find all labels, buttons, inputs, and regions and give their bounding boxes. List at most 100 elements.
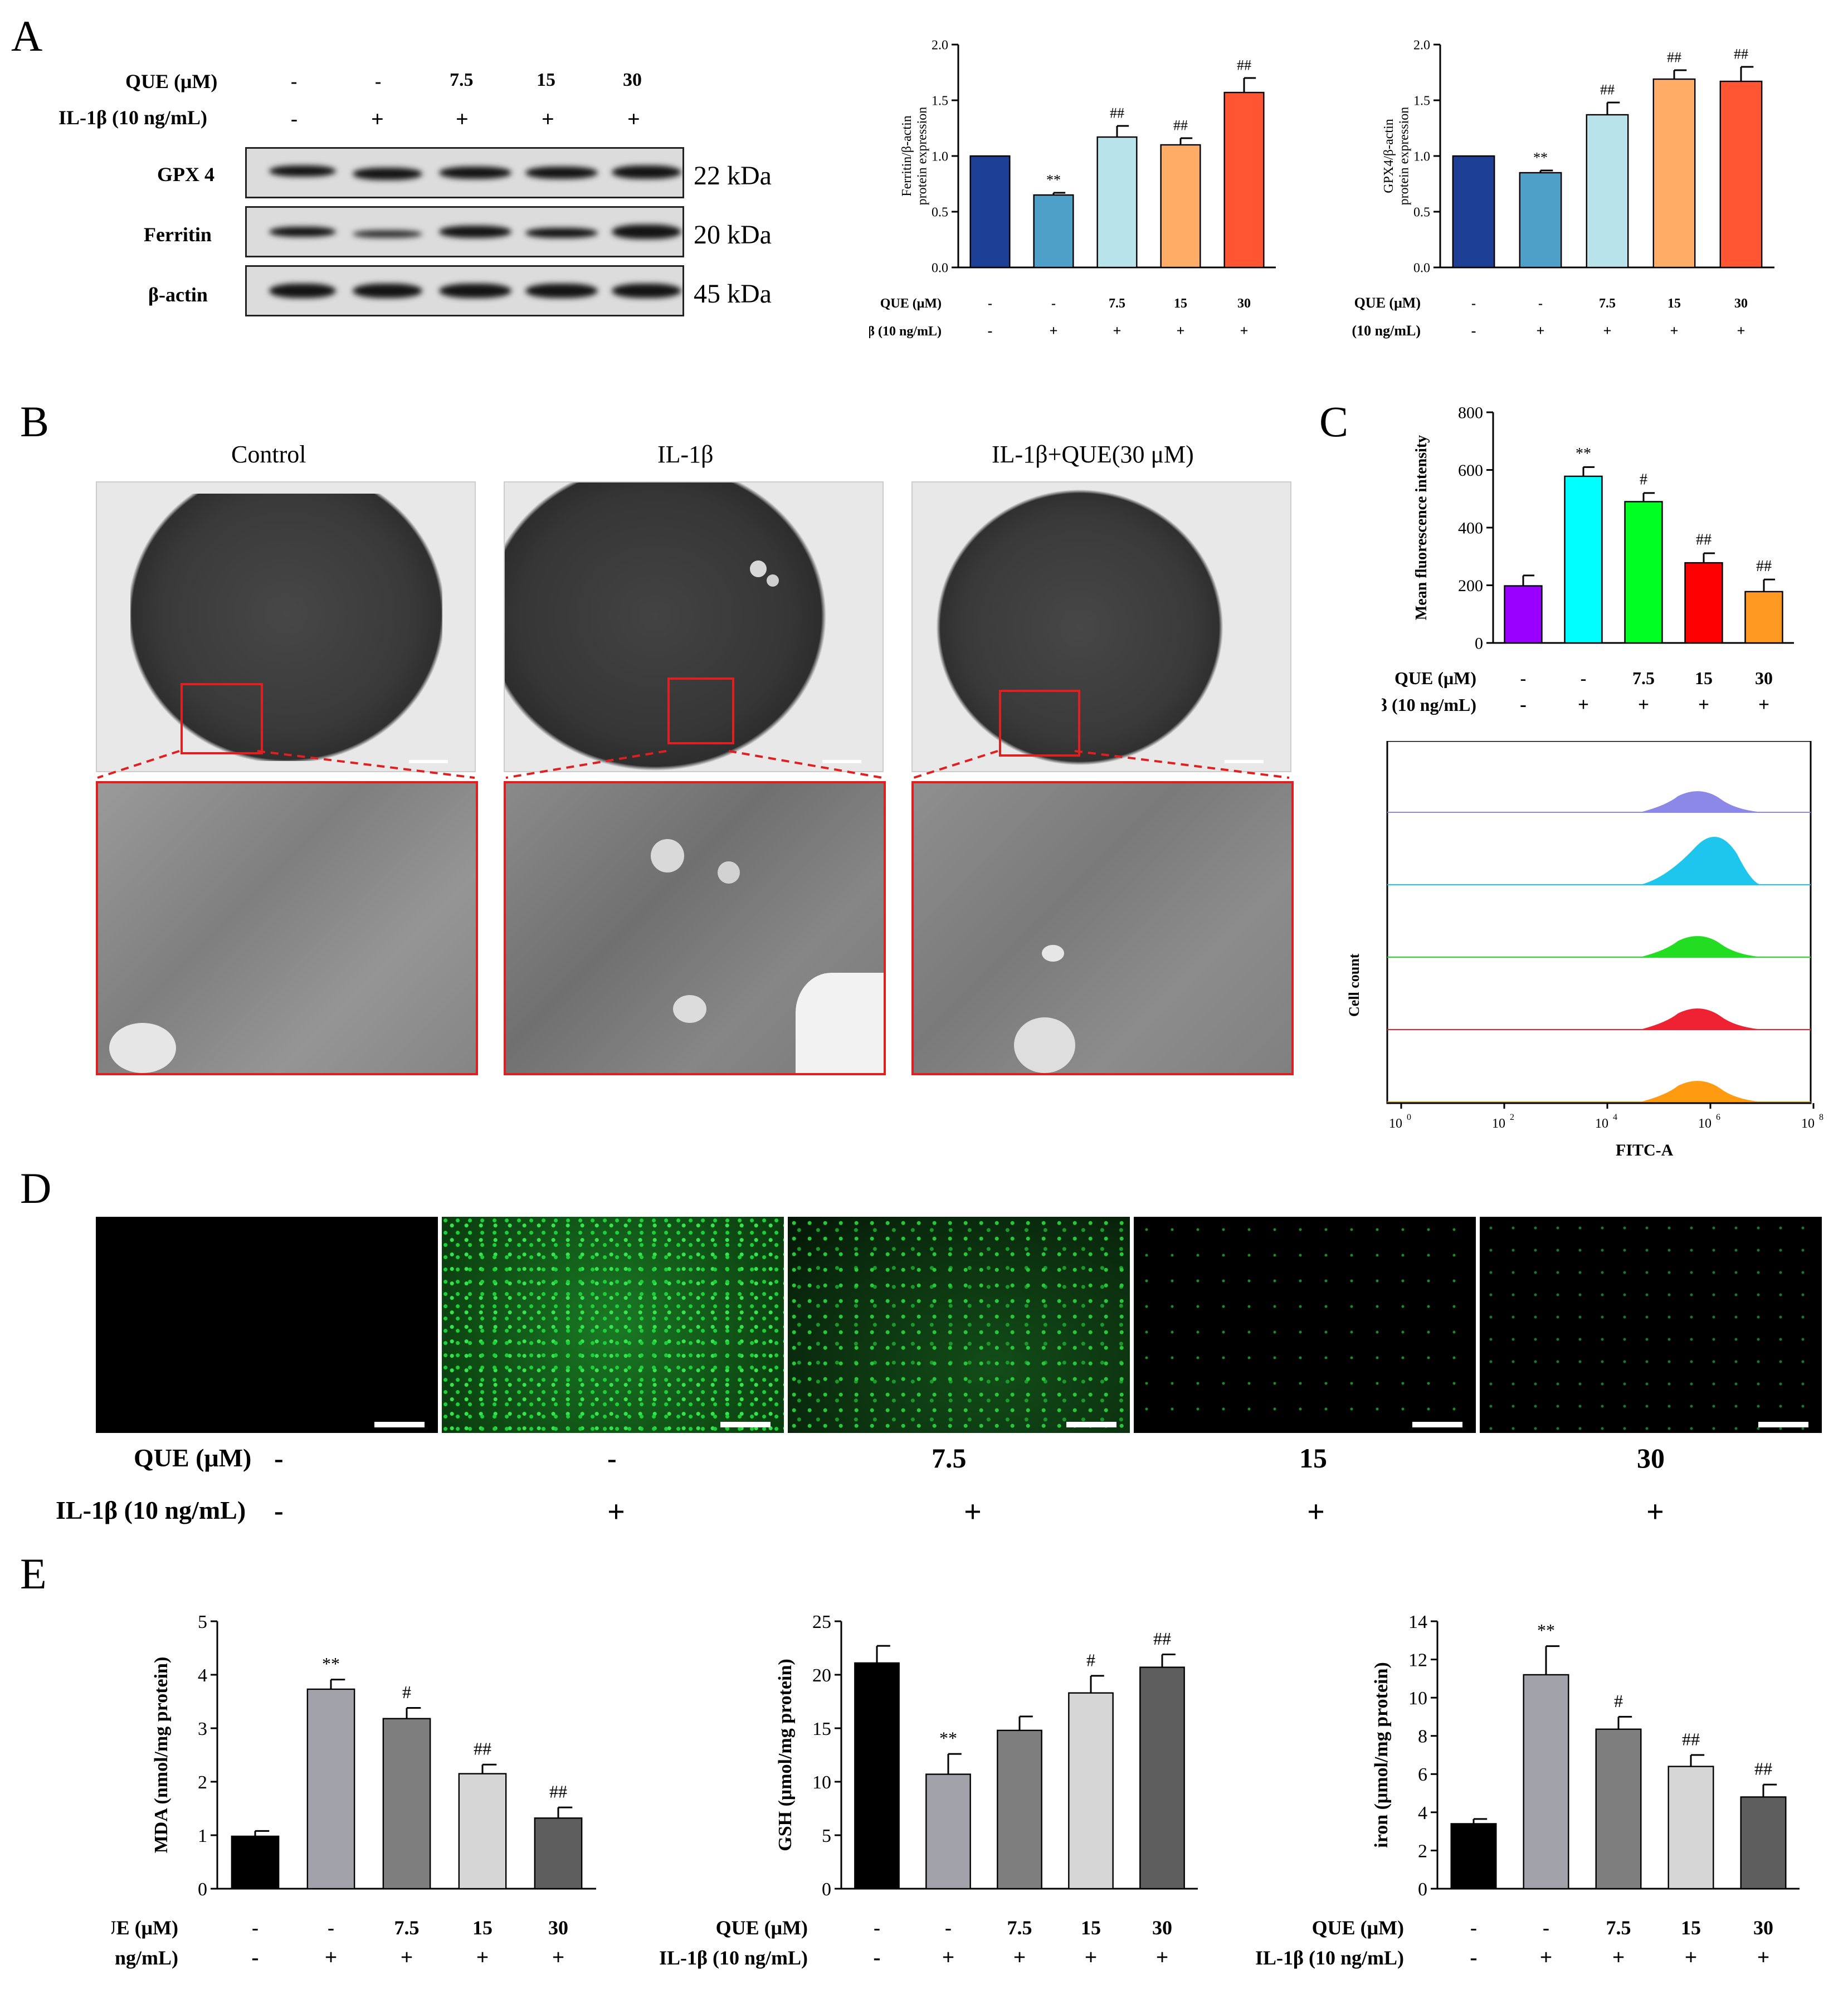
ferritin-sig-4: ##: [1237, 57, 1251, 74]
gsh-que-2: 7.5: [1007, 1917, 1032, 1939]
mfi-ylabel: Mean fluorescence intensity: [1413, 435, 1430, 620]
mda-bar-4: [534, 1817, 583, 1890]
iron-bar-3: [1667, 1766, 1714, 1890]
mda-il-1: +: [325, 1945, 338, 1969]
gsh-sig-1: **: [939, 1728, 957, 1748]
gpx4-que-4: 30: [1734, 296, 1748, 311]
ferritin-il-3: +: [1176, 322, 1184, 339]
western-il-5: +: [627, 106, 640, 131]
fluor-que-5: 30: [1637, 1442, 1665, 1474]
ferritin-que-4: 30: [1237, 296, 1251, 311]
blot-label-gpx4: GPX 4: [157, 163, 214, 186]
western-que-label: QUE (μM): [125, 70, 218, 92]
iron-ylabel: iron (μmol/mg protein): [1371, 1662, 1392, 1847]
blot-label-ferritin: Ferritin: [144, 223, 212, 246]
gsh-ytick-label-3: 15: [812, 1719, 831, 1739]
gsh-bar-2: [997, 1729, 1042, 1890]
fluor-que-1: -: [274, 1442, 284, 1474]
flow-tick-exp-3: 6: [1716, 1113, 1720, 1122]
iron-ytick-label-4: 8: [1418, 1727, 1427, 1747]
gsh-ytick-label-0: 0: [822, 1879, 831, 1900]
ferritin-sig-2: ##: [1110, 105, 1124, 121]
gsh-il-label: IL-1β (10 ng/mL): [659, 1947, 808, 1969]
fluor-il-1: -: [274, 1495, 284, 1526]
gpx4-sig-3: ##: [1667, 50, 1681, 66]
gsh-ytick-label-2: 10: [812, 1772, 831, 1793]
mda-ytick-label-4: 4: [198, 1665, 207, 1686]
ferritin-ytick-label-0: 0.0: [932, 261, 948, 275]
iron-bar-2: [1595, 1728, 1642, 1890]
iron-il-label: IL-1β (10 ng/mL): [1255, 1947, 1404, 1969]
gpx4-il-2: +: [1603, 322, 1611, 339]
mfi-il-1: +: [1578, 694, 1589, 715]
gpx4-il-3: +: [1670, 322, 1678, 339]
mda-bar-chart: 0 1 2 3 4 5 MDA (nmol/mg protein) - - ** - + #7.5 + ##…: [111, 1612, 596, 1969]
mfi-il-2: +: [1638, 694, 1649, 715]
mfi-que-0: -: [1520, 668, 1527, 688]
gpx4-sig-2: ##: [1600, 82, 1615, 98]
mda-bar-0: [231, 1835, 280, 1890]
iron-ytick-label-0: 0: [1418, 1879, 1427, 1900]
gsh-bar-chart: 0 5 10 15 20 25 GSH (μmol/mg protein) - - ** - +7.5…: [659, 1612, 1198, 1969]
ferritin-il-0: -: [988, 322, 993, 339]
mfi-sig-2: #: [1640, 471, 1647, 489]
ferritin-il-2: +: [1113, 322, 1121, 339]
gsh-sig-3: #: [1086, 1650, 1095, 1670]
flow-tick-label-3: 10 6: [1698, 1113, 1720, 1131]
gpx4-il-1: +: [1536, 322, 1544, 339]
fluor-que-label: QUE (μM): [134, 1444, 252, 1472]
western-il-label: IL-1β (10 ng/mL): [58, 106, 207, 129]
gsh-bar-4: [1139, 1666, 1185, 1890]
mda-bar-2: [382, 1718, 431, 1890]
western-il-3: +: [456, 106, 469, 131]
ferritin-il-1: +: [1049, 322, 1057, 339]
mfi-ytick-label-1: 200: [1458, 577, 1483, 595]
mfi-bar-chart: 0 200 400 600 800 Mean fluorescence intensity…: [1382, 404, 1794, 715]
gsh-que-4: 30: [1152, 1917, 1172, 1939]
gsh-il-3: +: [1085, 1945, 1098, 1969]
mfi-ytick-label-3: 600: [1458, 461, 1483, 480]
mfi-ytick-label-0: 0: [1475, 635, 1483, 653]
gpx4-ytick-label-0: 0.0: [1413, 261, 1430, 275]
gsh-bar-3: [1068, 1692, 1114, 1890]
mfi-sig-1: **: [1576, 445, 1591, 462]
flow-tick-label-2: 10 4: [1595, 1113, 1617, 1131]
gpx4-que-1: -: [1538, 296, 1543, 311]
ferritin-ytick-label-3: 1.5: [932, 94, 948, 108]
fluor-que-3: 7.5: [932, 1442, 967, 1474]
fluor-image-2: [442, 1217, 784, 1433]
gpx4-que-2: 7.5: [1599, 296, 1616, 311]
iron-que-2: 7.5: [1606, 1917, 1631, 1939]
mda-ytick-label-5: 5: [198, 1612, 207, 1632]
iron-bar-4: [1740, 1796, 1787, 1890]
ferritin-bar-1: [1033, 194, 1074, 269]
gsh-ylabel: GSH (μmol/mg protein): [775, 1659, 796, 1851]
gpx4-ylabel-line-1: protein expression: [1397, 107, 1412, 206]
mda-il-2: +: [401, 1945, 413, 1969]
ferritin-que-2: 7.5: [1109, 296, 1125, 311]
fluor-que-2: -: [607, 1442, 617, 1474]
ferritin-que-3: 15: [1174, 296, 1187, 311]
mfi-ylabel-line-0: Mean fluorescence intensity: [1413, 435, 1430, 620]
mda-il-4: +: [552, 1945, 565, 1969]
iron-ylabel-line-0: iron (μmol/mg protein): [1371, 1662, 1392, 1847]
gsh-il-4: +: [1156, 1945, 1169, 1969]
ferritin-ylabel-line-0: Ferritin/β-actin: [900, 115, 914, 197]
tem-image-control: [96, 481, 476, 772]
blot-strip-beta-actin: [245, 265, 684, 316]
fluor-il-3: +: [964, 1495, 982, 1529]
iron-il-1: +: [1540, 1945, 1553, 1969]
fluor-il-label: IL-1β (10 ng/mL): [56, 1496, 246, 1524]
gpx4-ytick-label-2: 1.0: [1413, 149, 1430, 164]
blot-kda-beta-actin: 45 kDa: [694, 279, 772, 309]
tem-image-il1b: [504, 481, 884, 772]
gsh-bar-1: [925, 1773, 971, 1890]
mfi-bar-2: [1624, 501, 1663, 644]
iron-sig-3: ##: [1682, 1729, 1700, 1749]
panel-letter-b: B: [20, 397, 50, 446]
flow-frame: [1386, 741, 1812, 1104]
ferritin-bar-0: [969, 155, 1011, 269]
fluor-il-4: +: [1307, 1495, 1325, 1529]
mfi-que-1: -: [1581, 668, 1587, 688]
blot-kda-gpx4: 22 kDa: [694, 161, 772, 191]
